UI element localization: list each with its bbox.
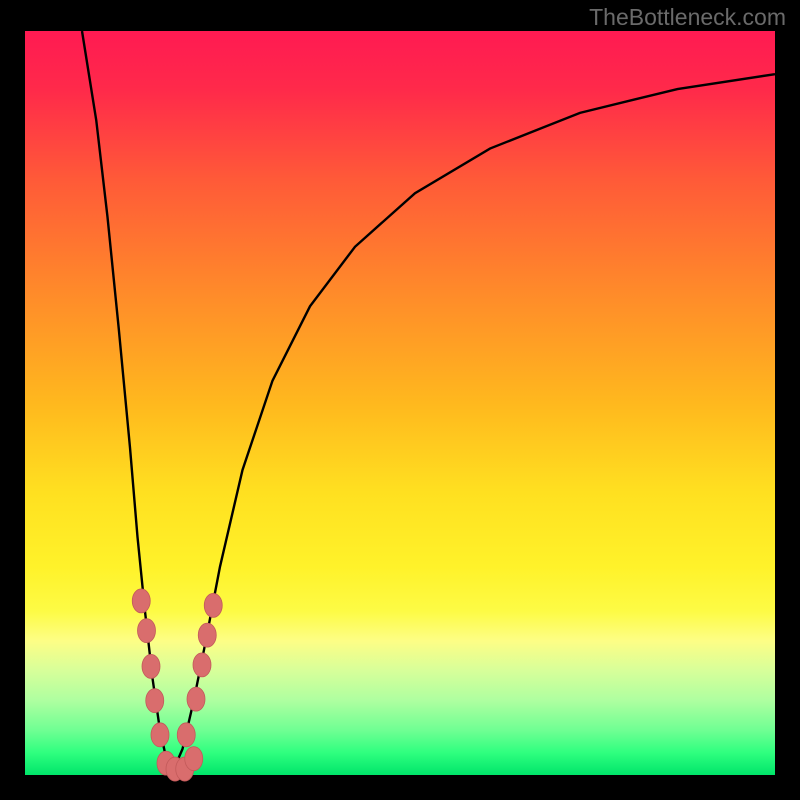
data-marker [193,653,211,677]
data-marker [138,619,156,643]
plot-background [25,31,775,775]
data-marker [151,723,169,747]
outer-frame: TheBottleneck.com [0,0,800,800]
data-marker [204,593,222,617]
data-marker [185,747,203,771]
data-marker [187,687,205,711]
data-marker [142,654,160,678]
data-marker [177,723,195,747]
bottleneck-chart [0,0,800,800]
data-marker [198,623,216,647]
data-marker [146,689,164,713]
data-marker [132,589,150,613]
watermark-text: TheBottleneck.com [589,4,786,31]
